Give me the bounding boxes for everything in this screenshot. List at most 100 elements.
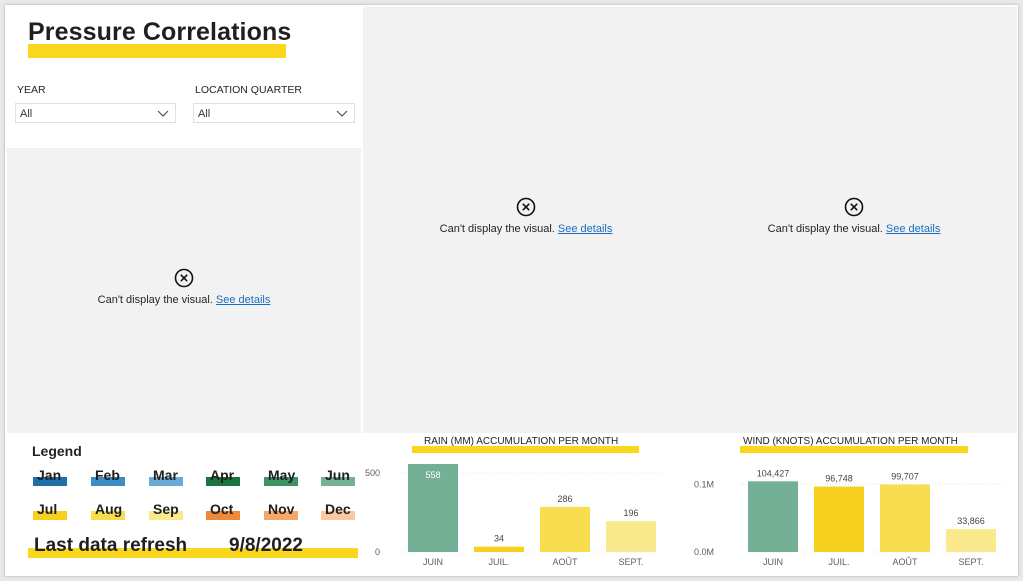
legend-label: Feb bbox=[95, 467, 120, 483]
y-tick-label: 0.1M bbox=[694, 479, 714, 489]
wind-chart-title-block: WIND (KNOTS) ACCUMULATION PER MONTH bbox=[740, 436, 968, 453]
bar-sept bbox=[946, 529, 996, 552]
legend-swatch bbox=[321, 477, 355, 486]
legend-item-aug: Aug bbox=[91, 501, 125, 520]
legend-label: Sep bbox=[153, 501, 179, 517]
data-label: 558 bbox=[425, 470, 440, 480]
error-circle-x-icon bbox=[516, 197, 536, 217]
location-quarter-filter-label: LOCATION QUARTER bbox=[195, 84, 302, 96]
legend-swatch bbox=[33, 511, 67, 520]
last-refresh-label: Last data refresh bbox=[34, 535, 188, 556]
refresh-highlight bbox=[28, 548, 358, 558]
visual-error-middle: Can't display the visual. See details bbox=[426, 197, 626, 235]
title-highlight bbox=[28, 44, 286, 58]
see-details-link[interactable]: See details bbox=[557, 223, 613, 235]
data-label: 286 bbox=[557, 494, 572, 504]
error-circle-x-icon bbox=[844, 197, 864, 217]
legend-item-apr: Apr bbox=[206, 467, 240, 486]
legend-label: May bbox=[268, 467, 296, 483]
legend-item-jan: Jan bbox=[33, 467, 67, 486]
legend-swatch bbox=[206, 511, 240, 520]
visual-panel-left bbox=[7, 148, 361, 433]
location-quarter-filter-value: All bbox=[198, 108, 211, 120]
legend-swatch bbox=[264, 477, 298, 486]
wind-bar-chart: 0.0M 0.1M 104,427 JUIN 96,748 JUIL. 99,707 AOÛT… bbox=[694, 468, 1004, 567]
x-tick-label: SEPT. bbox=[618, 557, 643, 567]
bar-juin bbox=[408, 464, 458, 552]
bar-août bbox=[540, 506, 590, 552]
legend-label: Apr bbox=[210, 467, 235, 483]
y-tick-label: 500 bbox=[365, 468, 380, 478]
legend-label: Dec bbox=[325, 501, 351, 517]
legend-item-jun: Jun bbox=[321, 467, 355, 486]
x-tick-label: AOÛT bbox=[892, 557, 918, 567]
bar-juil bbox=[474, 546, 524, 552]
legend-label: Aug bbox=[95, 501, 123, 517]
x-tick-label: JUIN bbox=[423, 557, 443, 567]
legend-title: Legend bbox=[32, 443, 82, 459]
page-title-block: Pressure Correlations bbox=[28, 18, 292, 58]
legend-item-feb: Feb bbox=[91, 467, 125, 486]
legend-label: Mar bbox=[153, 467, 178, 483]
data-label: 99,707 bbox=[891, 472, 919, 482]
wind-chart-title: WIND (KNOTS) ACCUMULATION PER MONTH bbox=[743, 436, 958, 447]
location-quarter-filter-dropdown[interactable]: All bbox=[193, 103, 355, 123]
chevron-down-icon bbox=[336, 110, 348, 117]
last-refresh-block: Last data refresh 9/8/2022 bbox=[28, 535, 358, 559]
see-details-link[interactable]: See details bbox=[885, 223, 941, 235]
chart-title-highlight bbox=[740, 446, 968, 453]
error-circle-x-icon bbox=[174, 268, 194, 288]
legend-item-dec: Dec bbox=[321, 501, 355, 520]
legend-swatch bbox=[206, 477, 240, 486]
y-tick-label: 0 bbox=[375, 547, 380, 557]
legend-swatch bbox=[321, 511, 355, 520]
legend-swatch bbox=[33, 477, 67, 486]
legend-swatch bbox=[149, 511, 183, 520]
legend-item-nov: Nov bbox=[264, 501, 298, 520]
rain-chart-title: RAIN (MM) ACCUMULATION PER MONTH bbox=[424, 436, 619, 447]
legend-swatch bbox=[264, 511, 298, 520]
data-label: 104,427 bbox=[757, 468, 790, 478]
legend-item-jul: Jul bbox=[33, 501, 67, 520]
bar-juin bbox=[748, 481, 798, 552]
rain-chart-title-block: RAIN (MM) ACCUMULATION PER MONTH bbox=[412, 436, 639, 453]
visual-error-left: Can't display the visual. See details bbox=[84, 268, 284, 306]
visual-error-message: Can't display the visual. bbox=[97, 294, 213, 306]
year-filter-label: YEAR bbox=[17, 84, 46, 96]
x-tick-label: AOÛT bbox=[552, 557, 578, 567]
legend-item-sep: Sep bbox=[149, 501, 183, 520]
see-details-link[interactable]: See details bbox=[215, 294, 271, 306]
legend-item-may: May bbox=[264, 467, 298, 486]
x-tick-label: SEPT. bbox=[958, 557, 983, 567]
visual-error-right: Can't display the visual. See details bbox=[754, 197, 954, 235]
data-label: 33,866 bbox=[957, 516, 985, 526]
legend-label: Oct bbox=[210, 501, 234, 517]
data-label: 196 bbox=[623, 508, 638, 518]
legend-label: Nov bbox=[268, 501, 295, 517]
x-tick-label: JUIL. bbox=[488, 557, 509, 567]
rain-bar-chart: 0 500 558 JUIN 34 JUIL. 286 AOÛT 196 SEPT. bbox=[365, 464, 664, 567]
legend-label: Jul bbox=[37, 501, 58, 517]
chevron-down-icon bbox=[157, 110, 169, 117]
visual-panel-middle bbox=[363, 7, 691, 433]
legend-label: Jun bbox=[325, 467, 350, 483]
chart-title-highlight bbox=[412, 446, 639, 453]
bar-sept bbox=[606, 521, 656, 552]
legend-item-oct: Oct bbox=[206, 501, 240, 520]
legend-swatch bbox=[91, 477, 125, 486]
data-label: 34 bbox=[494, 534, 504, 544]
bar-août bbox=[880, 484, 930, 552]
page-title: Pressure Correlations bbox=[28, 18, 292, 46]
visual-panel-right bbox=[691, 7, 1017, 433]
legend-swatch bbox=[149, 477, 183, 486]
data-label: 96,748 bbox=[825, 474, 853, 484]
year-filter-value: All bbox=[20, 108, 33, 120]
legend-item-mar: Mar bbox=[149, 467, 183, 486]
year-filter-dropdown[interactable]: All bbox=[15, 103, 176, 123]
visual-error-message: Can't display the visual. bbox=[439, 223, 555, 235]
visual-error-message: Can't display the visual. bbox=[767, 223, 883, 235]
last-refresh-date: 9/8/2022 bbox=[229, 535, 303, 556]
y-tick-label: 0.0M bbox=[694, 547, 714, 557]
bar-juil bbox=[814, 486, 864, 552]
x-tick-label: JUIL. bbox=[828, 557, 849, 567]
